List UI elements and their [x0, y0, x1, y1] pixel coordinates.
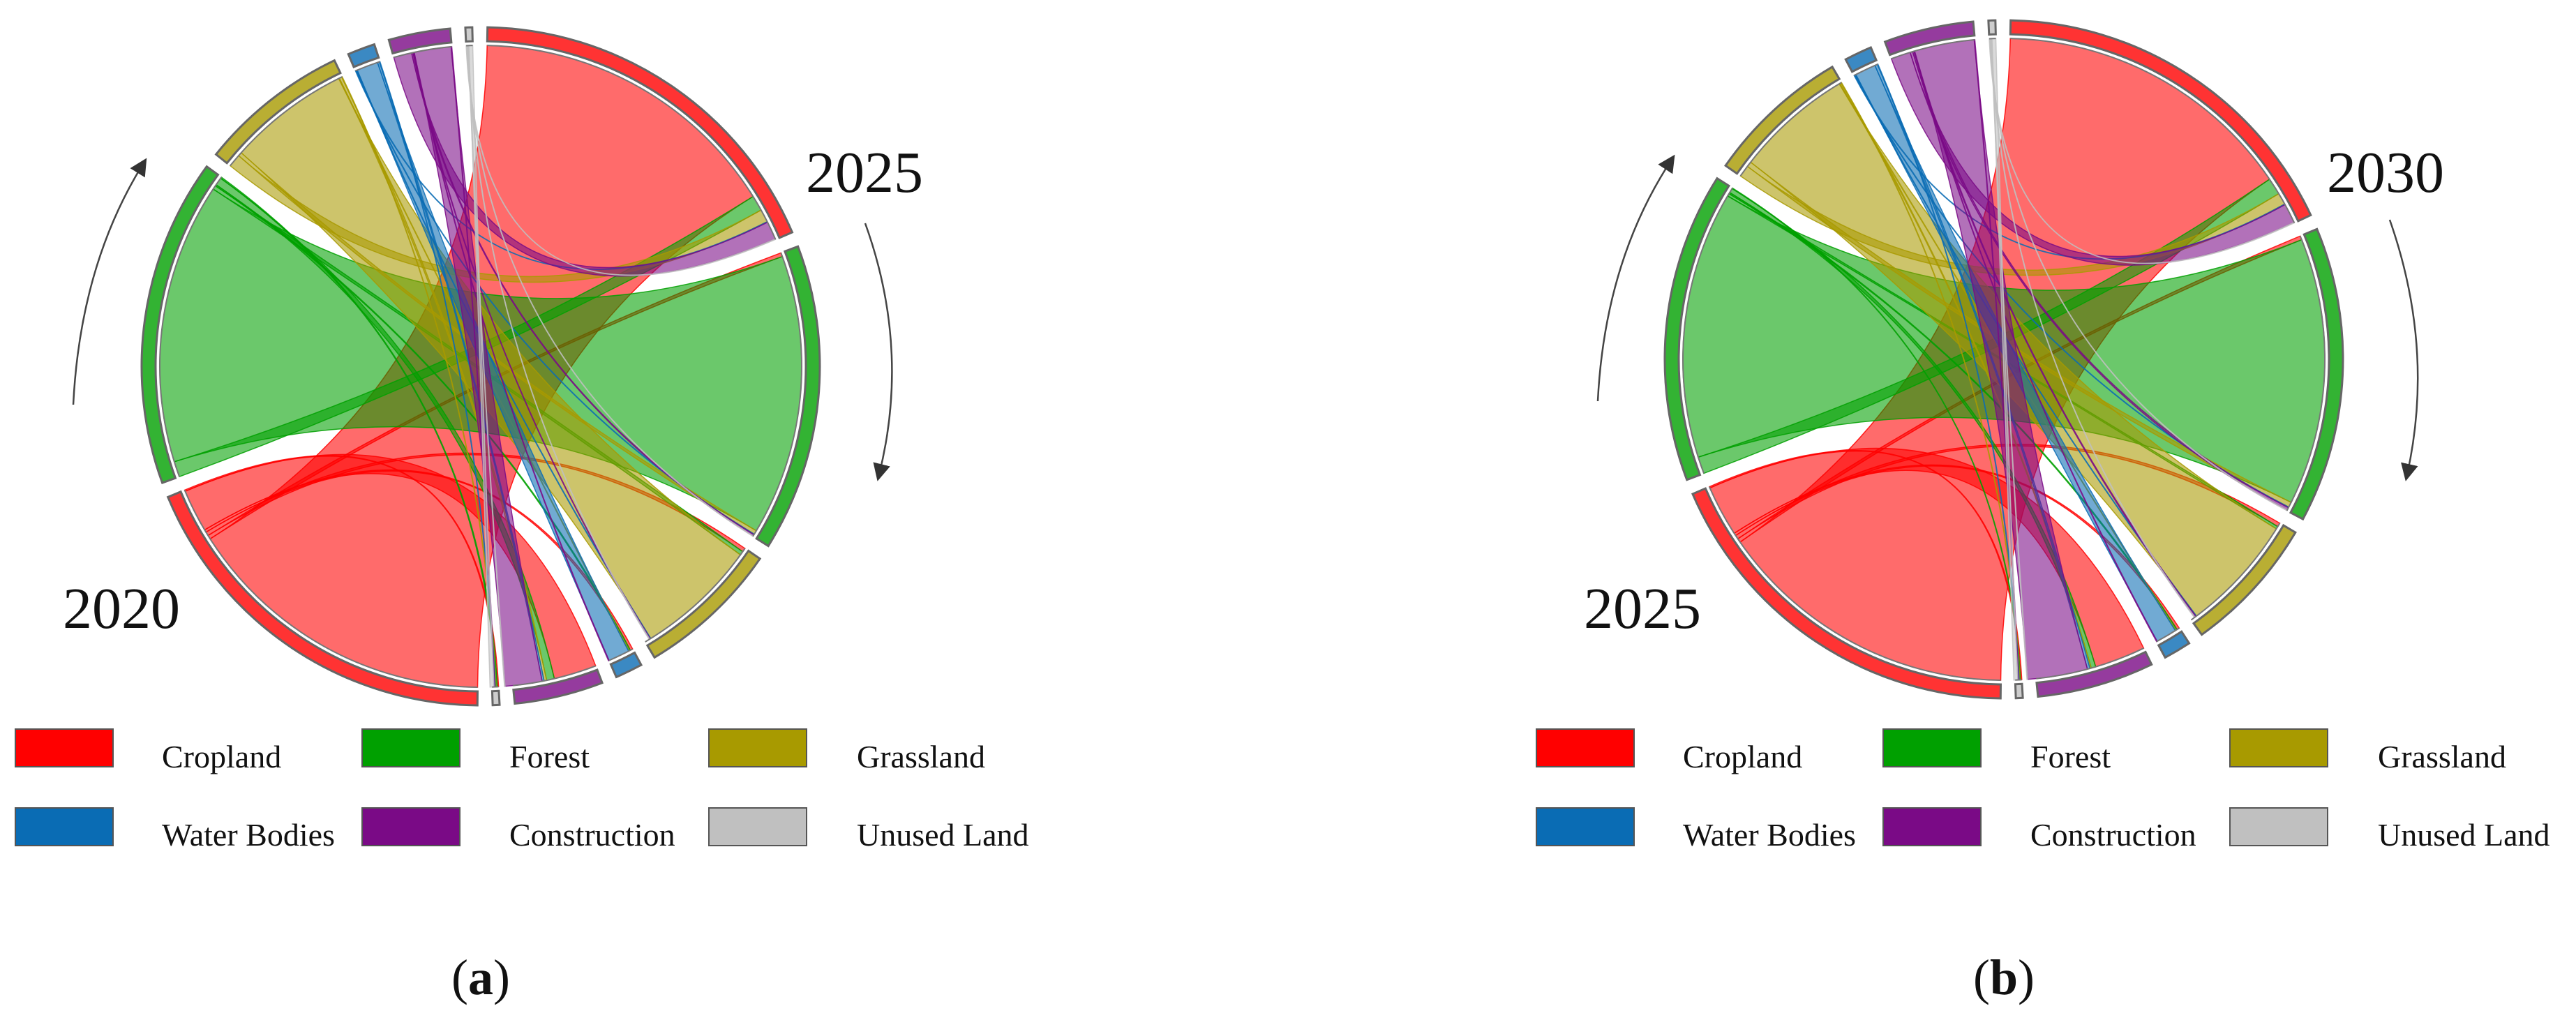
panel-a-arc-to-water-bodies [609, 651, 643, 679]
panel-a-rim-from-construction [394, 45, 452, 59]
legend-a-label-forest: Forest [509, 739, 590, 774]
panel-a-rim-from-cropland [184, 490, 478, 688]
panel-a-arc-from-cropland [166, 490, 479, 707]
panel-b-arc-to-forest [2289, 227, 2344, 521]
legend-a-item-cropland: Cropland [15, 728, 281, 774]
panel-b-arc-from-cropland [1691, 487, 2002, 700]
panel-a-arc-from-forest [140, 165, 220, 485]
legend-b-swatch-cropland [1536, 728, 1635, 767]
legend-a-item-forest: Forest [361, 728, 590, 774]
panel-a-arc-from-water-bodies [347, 43, 380, 68]
panel-a-rim-to-construction [513, 665, 597, 687]
panel-b-arc-to-construction [2035, 650, 2153, 698]
legend-a-label-unused-land: Unused Land [857, 817, 1029, 853]
legend-b: Cropland Forest Grassland Water Bodies C… [1536, 728, 2550, 853]
panel-a-arc-to-grassland [645, 549, 762, 659]
legend-a-item-grassland: Grassland [708, 728, 985, 774]
panel-b-arc-from-unused-land [1987, 19, 1997, 36]
panel-b-arc-to-cropland [2009, 19, 2312, 223]
panel-b-arcs [1663, 19, 2344, 700]
legend-a-swatch-forest [361, 728, 460, 767]
chord-panel-a: 2025 2020 (a) [63, 26, 923, 1005]
legend-a-label-cropland: Cropland [162, 739, 281, 774]
panel-b-rim-to-grassland [2190, 523, 2281, 621]
panel-a-arc-to-unused-land [491, 689, 501, 707]
panel-b-rim-from-cropland [1708, 486, 2001, 681]
panel-b-arc-to-water-bodies [2157, 630, 2191, 659]
panel-a-to-year: 2025 [806, 140, 923, 205]
legend-b-item-forest: Forest [1882, 728, 2111, 774]
legend-a-item-water-bodies: Water Bodies [15, 807, 335, 853]
panel-b-rim-to-cropland [2010, 38, 2296, 223]
panel-b-label: (b) [1973, 950, 2035, 1005]
legend-b-item-construction: Construction [1882, 807, 2196, 853]
panel-b-from-year: 2025 [1584, 576, 1701, 641]
legend-b-label-construction: Construction [2030, 817, 2196, 853]
panel-a-arc-to-forest [755, 245, 821, 548]
chord-panel-b: 2030 2025 (b) [1584, 19, 2444, 1005]
legend-a-label-construction: Construction [509, 817, 675, 853]
panel-a-rim-from-forest [159, 177, 223, 477]
panel-b-from-arrow [1596, 154, 1675, 402]
legend-b-swatch-forest [1882, 728, 1982, 767]
legend-b-swatch-grassland [2229, 728, 2328, 767]
legend-a-label-grassland: Grassland [857, 739, 985, 774]
legend-a-swatch-cropland [15, 728, 114, 767]
panel-b-arc-to-grassland [2192, 523, 2297, 636]
panel-b-to-year: 2030 [2327, 140, 2444, 205]
panel-b-arc-from-construction [1883, 20, 1976, 57]
panel-a-ribbons [159, 45, 802, 688]
panel-a-from-year: 2020 [63, 576, 180, 641]
panel-a-arc-to-construction [512, 668, 604, 705]
legend-a-item-unused-land: Unused Land [708, 807, 1029, 853]
legend-b-label-forest: Forest [2030, 739, 2111, 774]
panel-b-rim-from-water-bodies [1853, 63, 1878, 77]
legend-b-item-cropland: Cropland [1536, 728, 1802, 774]
legend-b-label-grassland: Grassland [2378, 739, 2506, 774]
legend-a-swatch-construction [361, 807, 460, 846]
legend-b-swatch-construction [1882, 807, 1982, 846]
legend-a: Cropland Forest Grassland Water Bodies C… [15, 728, 1029, 853]
panel-b-rim-from-construction [1891, 38, 1975, 60]
panel-a-arcs [140, 26, 821, 707]
panel-b-arc-from-grassland [1724, 65, 1841, 175]
legend-a-swatch-grassland [708, 728, 807, 767]
legend-b-item-water-bodies: Water Bodies [1536, 807, 1856, 853]
panel-b-arc-from-water-bodies [1844, 46, 1878, 73]
legend-b-item-unused-land: Unused Land [2229, 807, 2550, 853]
panel-b-arc-from-forest [1663, 177, 1730, 481]
panel-a-arc-from-construction [387, 27, 453, 55]
legend-b-label-cropland: Cropland [1683, 739, 1802, 774]
legend-a-swatch-unused-land [708, 807, 807, 846]
panel-b-to-arrow [2388, 219, 2419, 481]
panel-a-rim-from-water-bodies [354, 61, 380, 72]
panel-a-label: (a) [451, 950, 510, 1005]
panel-a-rim-to-grassland [645, 548, 746, 643]
panel-b-rim-to-construction [2036, 647, 2144, 680]
panel-b-rim-from-forest [1682, 187, 1733, 474]
legend-b-swatch-water-bodies [1536, 807, 1635, 846]
panel-a-rim-to-cropland [487, 45, 777, 240]
legend-a-swatch-water-bodies [15, 807, 114, 846]
panel-a-rim-from-grassland [230, 76, 343, 167]
legend-b-label-water-bodies: Water Bodies [1683, 817, 1856, 853]
panel-b-rim-to-water-bodies [2156, 627, 2180, 643]
panel-a-arc-to-cropland [486, 26, 794, 239]
legend-b-item-grassland: Grassland [2229, 728, 2506, 774]
panel-a-arc-from-unused-land [464, 26, 474, 43]
panel-b-rim-from-grassland [1739, 82, 1842, 177]
panel-a-from-arrow [72, 158, 147, 405]
panel-a-rim-to-forest [752, 253, 802, 537]
panel-a-rim-to-water-bodies [608, 648, 634, 661]
panel-b-arc-to-unused-land [2014, 682, 2024, 700]
panel-b-ribbons [1682, 38, 2326, 681]
legend-b-swatch-unused-land [2229, 807, 2328, 846]
legend-a-label-water-bodies: Water Bodies [162, 817, 335, 853]
panel-b-rim-to-forest [2286, 235, 2326, 511]
legend-a-item-construction: Construction [361, 807, 675, 853]
legend-b-label-unused-land: Unused Land [2378, 817, 2550, 853]
panel-a-to-arrow [864, 223, 893, 481]
panel-a-arc-from-grassland [214, 59, 342, 165]
